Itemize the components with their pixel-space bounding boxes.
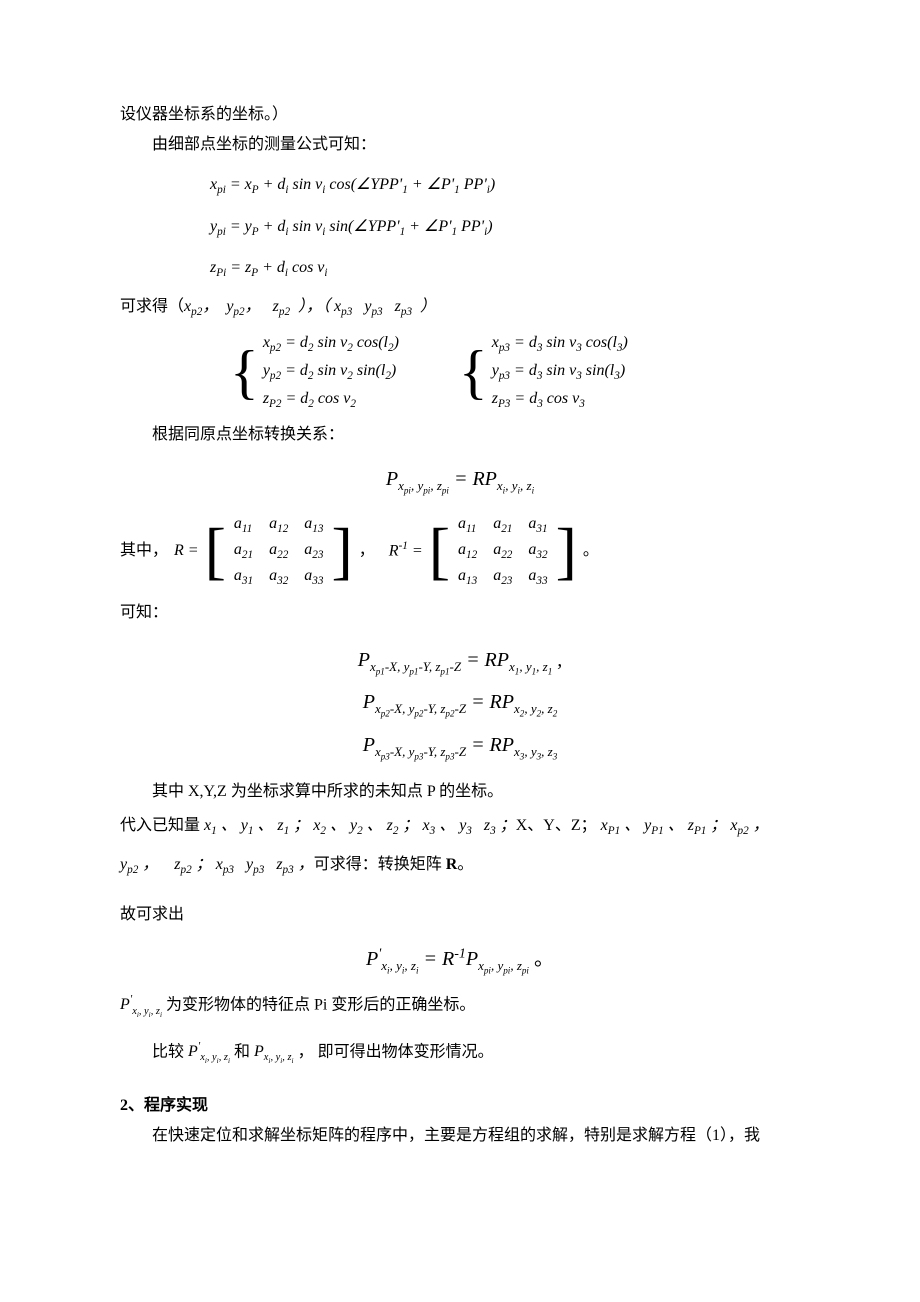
inline-vars-9: yp2 ， zp2 ； xp3 yp3 zp3 ，: [120, 856, 314, 873]
inline-vars-8b: xP1 、 yP1 、 zP1 ； xp2 ，: [597, 817, 769, 834]
text-9b: 可求得：转换矩阵 R。: [314, 856, 474, 873]
bracket-l2: [: [429, 522, 450, 580]
inline-12d: Pxi, yi, zi: [254, 1043, 294, 1060]
section-2-title: 2、程序实现: [120, 1091, 800, 1121]
eq-xpi: xpi = xP + di sin vi cos(∠YPP'1 + ∠P'1 P…: [210, 176, 495, 193]
bracket-r2: ]: [556, 522, 577, 580]
paragraph-11: P'xi, yi, zi 为变形物体的特征点 Pi 变形后的正确坐标。: [120, 990, 800, 1022]
formula-rp-group: Pxp1-X, yp1-Y, zp1-Z = RPx1, y1, z1 , Px…: [120, 639, 800, 767]
bracket-r1: ]: [331, 522, 352, 580]
text-5a: 其中，: [120, 536, 168, 566]
brace-p3-y: yp3 = d3 sin v3 sin(l3): [492, 358, 628, 386]
brace-p3-z: zP3 = d3 cos v3: [492, 386, 628, 414]
page-body: 设仪器坐标系的坐标。） 由细部点坐标的测量公式可知： xpi = xP + di…: [0, 0, 920, 1212]
formula-ypi: ypi = yP + di sin vi sin(∠YPP'1 + ∠P'1 P…: [210, 209, 800, 245]
brace-p2-y: yp2 = d2 sin v2 sin(l2): [263, 358, 399, 386]
matrix-r: [ a11a21a31 a12a22a32 a13a23a33 ]: [205, 510, 353, 592]
text-3a: 可求得（: [120, 298, 184, 315]
eq-zpi: zPi = zP + di cos vi: [210, 259, 328, 276]
formula-rp: Pxpi, ypi, zpi = RPxi, yi, zi: [120, 460, 800, 500]
paragraph-6: 可知：: [120, 598, 800, 628]
text-8-pre: 代入已知量: [120, 817, 204, 834]
brace-p3: { xp3 = d3 sin v3 cos(l3) yp3 = d3 sin v…: [459, 330, 628, 414]
formula-zpi: zPi = zP + di cos vi: [210, 250, 800, 286]
paragraph-1: 设仪器坐标系的坐标。）: [120, 100, 800, 130]
paragraph-12: 比较 P'xi, yi, zi 和 Pxi, yi, zi ， 即可得出物体变形…: [120, 1037, 800, 1069]
paragraph-4: 根据同原点坐标转换关系：: [120, 420, 800, 450]
eq-pprime: P'xi, yi, zi = R-1Pxpi, ypi, zpi 。: [366, 948, 554, 970]
text-11b: 为变形物体的特征点 Pi 变形后的正确坐标。: [162, 996, 475, 1013]
brace-systems: { xp2 = d2 sin v2 cos(l2) yp2 = d2 sin v…: [230, 330, 800, 414]
text-12e: ， 即可得出物体变形情况。: [294, 1043, 494, 1060]
matrix-rinv: [ a11a12a13 a21a22a23 a31a32a33 ]: [429, 510, 577, 592]
eq-rp: Pxpi, ypi, zpi = RPxi, yi, zi: [386, 468, 534, 490]
paragraph-8: 代入已知量 x1 、 y1 、 z1 ； x2 、 y2 、 z2 ； x3 、…: [120, 807, 800, 845]
eq-rp3: Pxp3-X, yp3-Y, zp3-Z = RPx3, y3, z3: [120, 724, 800, 767]
text-12a: 比较: [152, 1043, 188, 1060]
paragraph-2: 由细部点坐标的测量公式可知：: [120, 130, 800, 160]
formula-pprime: P'xi, yi, zi = R-1Pxpi, ypi, zpi 。: [120, 940, 800, 980]
left-brace-2: {: [459, 342, 488, 402]
text-5e: 。: [583, 536, 599, 566]
formula-xpi: xpi = xP + di sin vi cos(∠YPP'1 + ∠P'1 P…: [210, 167, 800, 203]
inline-vars-8: x1 、 y1 、 z1 ； x2 、 y2 、 z2 ； x3 、 y3 z3…: [204, 817, 516, 834]
rinv-eq: R-1 =: [389, 536, 423, 567]
text-8-mid: X、Y、Z；: [516, 817, 597, 834]
inline-pprime: P'xi, yi, zi: [120, 996, 162, 1013]
eq-ypi: ypi = yP + di sin vi sin(∠YPP'1 + ∠P'1 P…: [210, 218, 493, 235]
paragraph-7: 其中 X,Y,Z 为坐标求算中所求的未知点 P 的坐标。: [120, 777, 800, 807]
text-12c: 和: [230, 1043, 254, 1060]
section-2-para: 在快速定位和求解坐标矩阵的程序中，主要是方程组的求解，特别是求解方程（1），我: [120, 1121, 800, 1151]
brace-p2-x: xp2 = d2 sin v2 cos(l2): [263, 330, 399, 358]
eq-rp1: Pxp1-X, yp1-Y, zp1-Z = RPx1, y1, z1 ,: [120, 639, 800, 682]
bracket-l1: [: [205, 522, 226, 580]
inline-vars-p2p3: xp2， yp2， zp2 ），（ xp3 yp3 zp3 ）: [184, 298, 436, 315]
eq-rp2: Pxp2-X, yp2-Y, zp2-Z = RPx2, y2, z2: [120, 681, 800, 724]
paragraph-3: 可求得（xp2， yp2， zp2 ），（ xp3 yp3 zp3 ）: [120, 292, 800, 323]
left-brace-1: {: [230, 342, 259, 402]
brace-p2-z: zP2 = d2 cos v2: [263, 386, 399, 414]
inline-12b: P'xi, yi, zi: [188, 1043, 230, 1060]
r-eq: R =: [174, 536, 199, 566]
brace-p3-x: xp3 = d3 sin v3 cos(l3): [492, 330, 628, 358]
text-5c: ，: [359, 536, 383, 566]
brace-p2: { xp2 = d2 sin v2 cos(l2) yp2 = d2 sin v…: [230, 330, 399, 414]
paragraph-9: yp2 ， zp2 ； xp3 yp3 zp3 ，可求得：转换矩阵 R。: [120, 846, 800, 884]
matrix-row: 其中， R = [ a11a21a31 a12a22a32 a13a23a33 …: [120, 510, 800, 592]
paragraph-10: 故可求出: [120, 900, 800, 930]
